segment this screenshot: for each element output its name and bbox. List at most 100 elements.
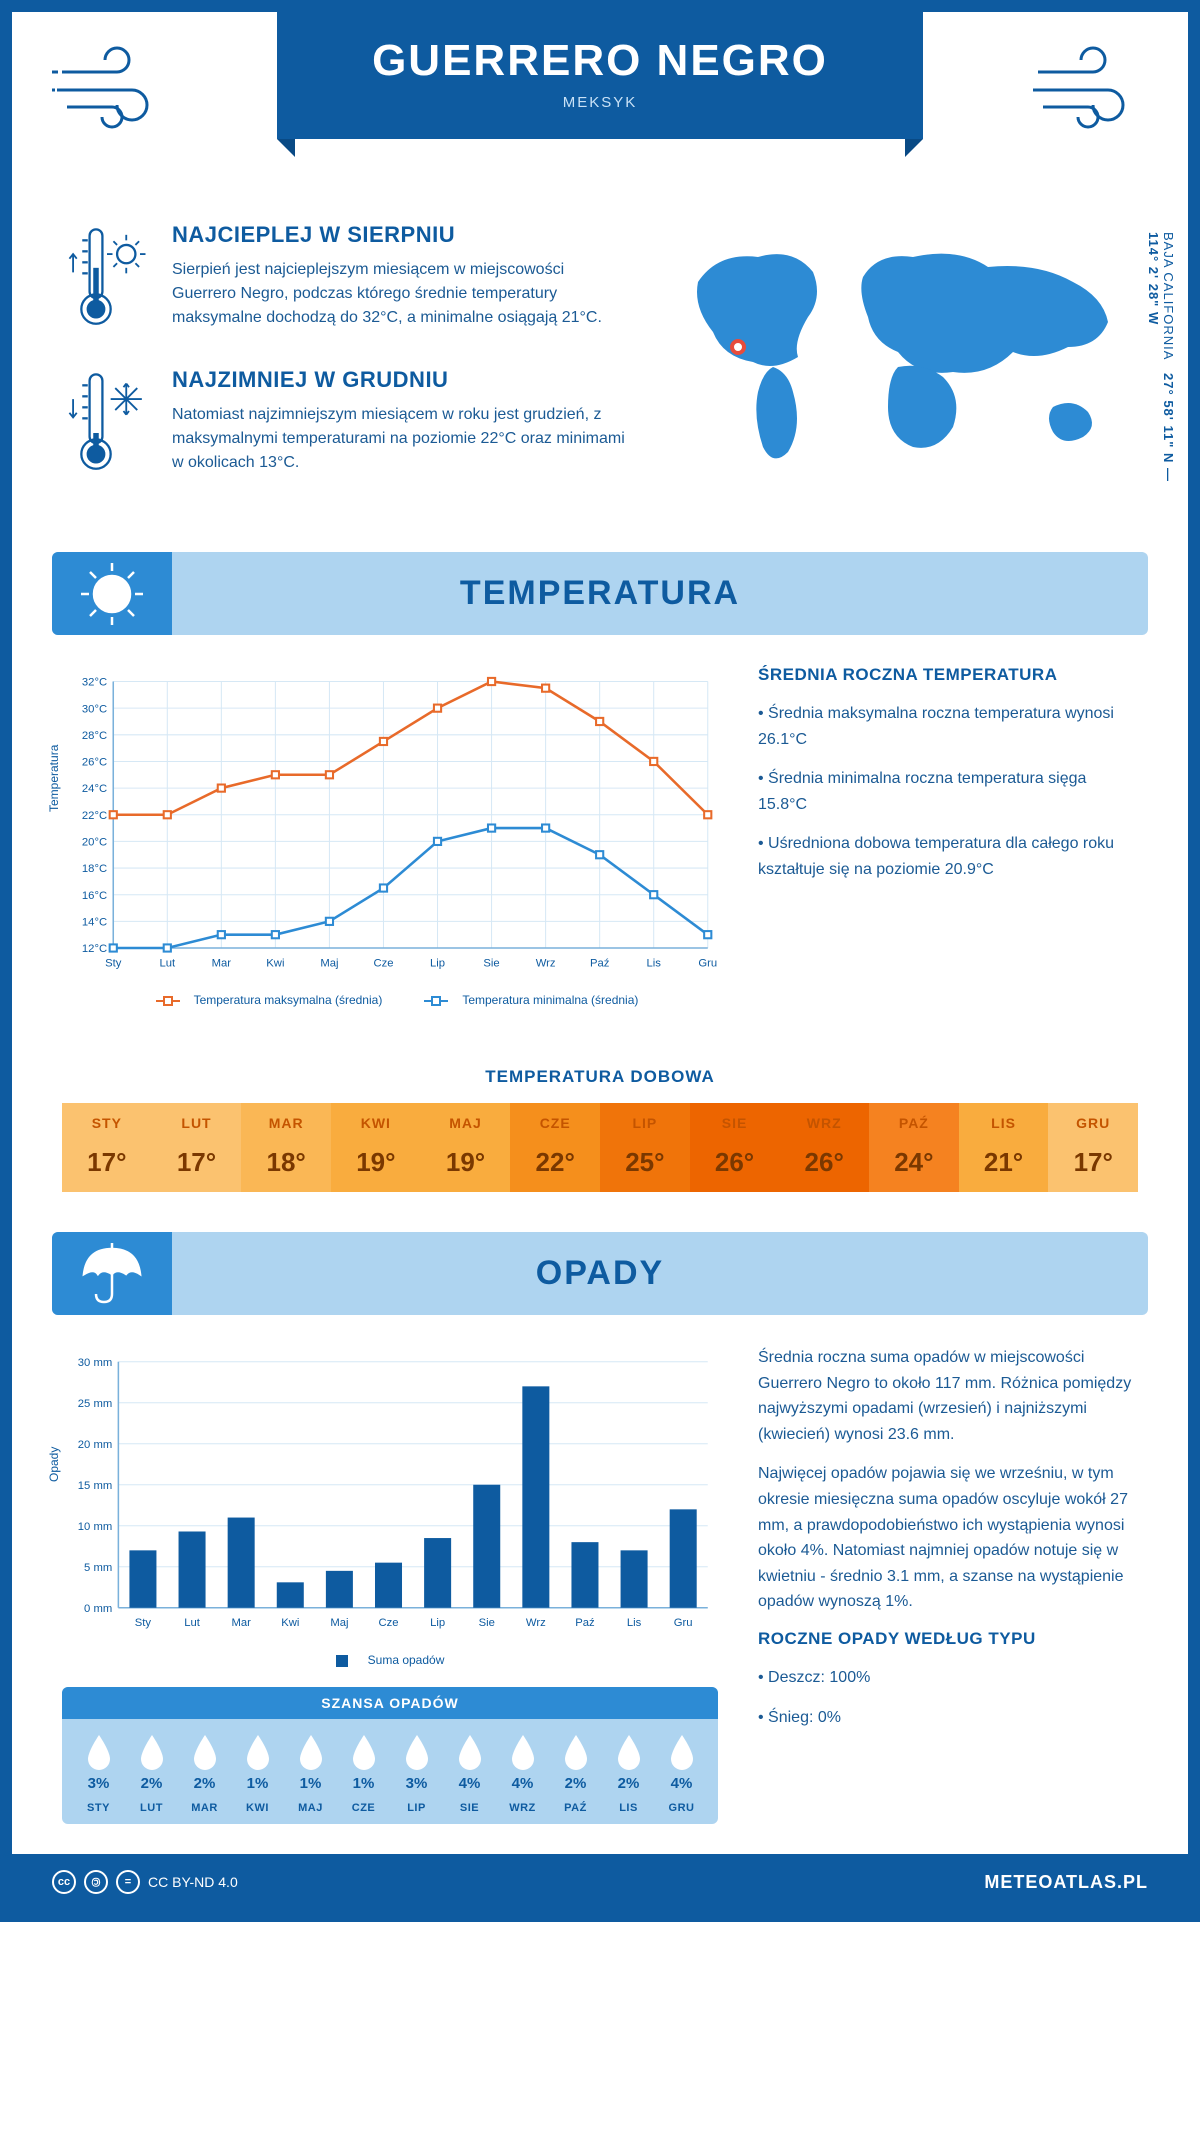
chance-cell: 2% LUT (125, 1733, 178, 1814)
svg-text:30 mm: 30 mm (78, 1357, 112, 1369)
chance-cell: 3% STY (72, 1733, 125, 1814)
svg-text:Lip: Lip (430, 957, 445, 969)
thermometer-hot-icon (62, 222, 152, 337)
precipitation-title: OPADY (52, 1254, 1148, 1293)
heat-cell: MAJ19° (421, 1103, 511, 1192)
svg-text:Lut: Lut (159, 957, 176, 969)
heat-cell: PAŹ24° (869, 1103, 959, 1192)
page-subtitle: MEKSYK (297, 94, 904, 111)
svg-text:10 mm: 10 mm (78, 1521, 112, 1533)
heat-cell: WRZ26° (779, 1103, 869, 1192)
chance-cell: 1% CZE (337, 1733, 390, 1814)
site-name: METEOATLAS.PL (984, 1872, 1148, 1893)
temp-bullet: Uśredniona dobowa temperatura dla całego… (758, 831, 1138, 882)
daily-heat-row: STY17°LUT17°MAR18°KWI19°MAJ19°CZE22°LIP2… (62, 1103, 1138, 1192)
precip-para2: Najwięcej opadów pojawia się we wrześniu… (758, 1461, 1138, 1615)
precip-type-item: Deszcz: 100% (758, 1665, 1138, 1691)
svg-text:5 mm: 5 mm (84, 1562, 112, 1574)
cold-title: NAJZIMNIEJ W GRUDNIU (172, 367, 628, 393)
chance-cell: 1% MAJ (284, 1733, 337, 1814)
temp-bullets: Średnia maksymalna roczna temperatura wy… (758, 701, 1138, 883)
svg-text:20 mm: 20 mm (78, 1439, 112, 1451)
chance-cell: 1% KWI (231, 1733, 284, 1814)
heat-cell: STY17° (62, 1103, 152, 1192)
heat-cell: GRU17° (1048, 1103, 1138, 1192)
drop-icon (561, 1733, 591, 1771)
heat-cell: MAR18° (241, 1103, 331, 1192)
svg-text:Kwi: Kwi (281, 1617, 299, 1629)
daily-title: TEMPERATURA DOBOWA (12, 1067, 1188, 1087)
precip-type-title: ROCZNE OPADY WEDŁUG TYPU (758, 1629, 1138, 1649)
svg-text:Mar: Mar (212, 957, 232, 969)
cc-icon: cc (52, 1870, 76, 1894)
chance-cell: 4% SIE (443, 1733, 496, 1814)
drop-icon (614, 1733, 644, 1771)
svg-text:14°C: 14°C (82, 916, 107, 928)
footer: cc 🄯 = CC BY-ND 4.0 METEOATLAS.PL (12, 1854, 1188, 1910)
svg-text:Sty: Sty (135, 1617, 152, 1629)
svg-text:16°C: 16°C (82, 890, 107, 902)
precip-types: Deszcz: 100% Śnieg: 0% (758, 1665, 1138, 1730)
chance-cell: 2% MAR (178, 1733, 231, 1814)
drop-icon (190, 1733, 220, 1771)
svg-text:Lut: Lut (184, 1617, 201, 1629)
drop-icon (349, 1733, 379, 1771)
precipitation-chart: Opady 0 mm5 mm10 mm15 mm20 mm25 mm30 mmS… (62, 1345, 718, 1645)
temp-bullet: Średnia minimalna roczna temperatura się… (758, 766, 1138, 817)
by-icon: 🄯 (84, 1870, 108, 1894)
nd-icon: = (116, 1870, 140, 1894)
svg-text:Gru: Gru (674, 1617, 693, 1629)
drop-icon (296, 1733, 326, 1771)
svg-text:Sty: Sty (105, 957, 122, 969)
thermometer-cold-icon (62, 367, 152, 482)
svg-text:28°C: 28°C (82, 730, 107, 742)
title-banner: GUERRERO NEGRO MEKSYK (277, 12, 924, 139)
drop-icon (455, 1733, 485, 1771)
drop-icon (243, 1733, 273, 1771)
svg-text:25 mm: 25 mm (78, 1398, 112, 1410)
svg-text:Cze: Cze (378, 1617, 398, 1629)
heat-cell: LIP25° (600, 1103, 690, 1192)
heat-cell: SIE26° (690, 1103, 780, 1192)
temp-side-title: ŚREDNIA ROCZNA TEMPERATURA (758, 665, 1138, 685)
hot-text: Sierpień jest najcieplejszym miesiącem w… (172, 258, 628, 330)
chance-cell: 2% LIS (602, 1733, 655, 1814)
svg-text:Paź: Paź (590, 957, 610, 969)
svg-text:Gru: Gru (698, 957, 717, 969)
temperature-chart: Temperatura 12°C14°C16°C18°C20°C22°C24°C… (62, 665, 718, 985)
heat-cell: KWI19° (331, 1103, 421, 1192)
svg-text:Cze: Cze (373, 957, 393, 969)
coordinates: BAJA CALIFORNIA 27° 58' 11" N — 114° 2' … (1146, 232, 1176, 512)
svg-text:18°C: 18°C (82, 863, 107, 875)
sun-icon (52, 552, 172, 635)
svg-text:15 mm: 15 mm (78, 1480, 112, 1492)
chance-cell: 4% GRU (655, 1733, 708, 1814)
chance-box: SZANSA OPADÓW 3% STY 2% LUT 2% MAR 1% KW… (62, 1687, 718, 1824)
precip-para1: Średnia roczna suma opadów w miejscowośc… (758, 1345, 1138, 1447)
svg-text:Paź: Paź (575, 1617, 595, 1629)
drop-icon (84, 1733, 114, 1771)
chance-cell: 3% LIP (390, 1733, 443, 1814)
svg-text:Maj: Maj (320, 957, 338, 969)
svg-text:Lis: Lis (627, 1617, 642, 1629)
svg-text:Maj: Maj (330, 1617, 348, 1629)
temperature-title: TEMPERATURA (52, 574, 1148, 613)
svg-text:22°C: 22°C (82, 810, 107, 822)
svg-text:26°C: 26°C (82, 757, 107, 769)
hot-title: NAJCIEPLEJ W SIERPNIU (172, 222, 628, 248)
chance-title: SZANSA OPADÓW (62, 1687, 718, 1719)
svg-text:0 mm: 0 mm (84, 1603, 112, 1615)
intro-section: NAJCIEPLEJ W SIERPNIU Sierpień jest najc… (12, 192, 1188, 552)
drop-icon (667, 1733, 697, 1771)
svg-text:Wrz: Wrz (526, 1617, 546, 1629)
svg-text:30°C: 30°C (82, 703, 107, 715)
temp-bullet: Średnia maksymalna roczna temperatura wy… (758, 701, 1138, 752)
svg-text:12°C: 12°C (82, 943, 107, 955)
heat-cell: LIS21° (959, 1103, 1049, 1192)
temperature-header: TEMPERATURA (52, 552, 1148, 635)
precip-type-item: Śnieg: 0% (758, 1705, 1138, 1731)
svg-text:24°C: 24°C (82, 783, 107, 795)
svg-text:Wrz: Wrz (536, 957, 556, 969)
umbrella-icon (52, 1232, 172, 1315)
wind-icon (52, 42, 172, 137)
